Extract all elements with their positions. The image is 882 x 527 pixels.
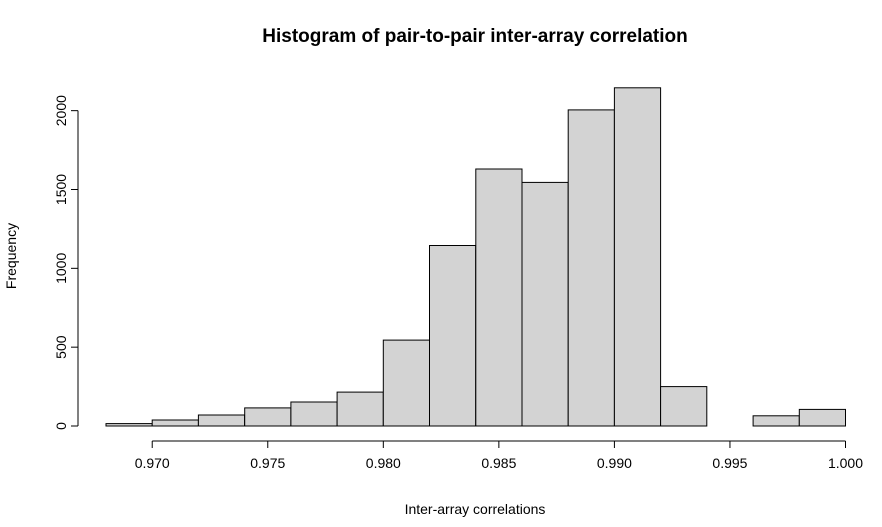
- histogram-bar-11: [613, 87, 662, 427]
- chart-title: Histogram of pair-to-pair inter-array co…: [262, 26, 687, 47]
- y-tick-label-0: 0: [53, 422, 69, 430]
- histogram-bar-3: [244, 407, 292, 427]
- histogram-bar-2: [197, 414, 246, 427]
- histogram-bar-8: [475, 168, 523, 427]
- histogram-bar-5: [336, 391, 384, 427]
- y-tick-label-3: 1500: [53, 174, 69, 205]
- histogram-bar-10: [567, 109, 615, 427]
- x-tick-label-3: 0.985: [481, 455, 516, 471]
- x-tick-label-5: 0.995: [712, 455, 747, 471]
- y-axis-label: Frequency: [3, 223, 19, 289]
- x-axis-label: Inter-array correlations: [405, 501, 546, 517]
- histogram-bar-14: [752, 415, 800, 427]
- x-tick-label-4: 0.990: [597, 455, 632, 471]
- y-axis: 0 500 1000 1500 2000: [53, 95, 79, 430]
- histogram-bar-7: [429, 245, 477, 427]
- x-tick-label-0: 0.970: [135, 455, 170, 471]
- y-tick-label-4: 2000: [53, 95, 69, 126]
- histogram-bar-15: [798, 408, 846, 427]
- x-tick-label-2: 0.980: [366, 455, 401, 471]
- histogram-bar-1: [151, 419, 199, 427]
- x-tick-label-6: 1.000: [828, 455, 863, 471]
- y-tick-label-2: 1000: [53, 253, 69, 284]
- histogram-bar-9: [521, 181, 569, 427]
- bars-group: [105, 87, 846, 427]
- histogram-bar-0: [105, 423, 153, 427]
- histogram-bar-6: [382, 339, 430, 427]
- x-tick-label-1: 0.975: [250, 455, 285, 471]
- x-axis: 0.970 0.975 0.980 0.985 0.990 0.995 1.000: [135, 440, 863, 471]
- histogram-bar-12: [660, 386, 708, 427]
- histogram-bar-4: [290, 401, 338, 427]
- y-tick-label-1: 500: [53, 335, 69, 359]
